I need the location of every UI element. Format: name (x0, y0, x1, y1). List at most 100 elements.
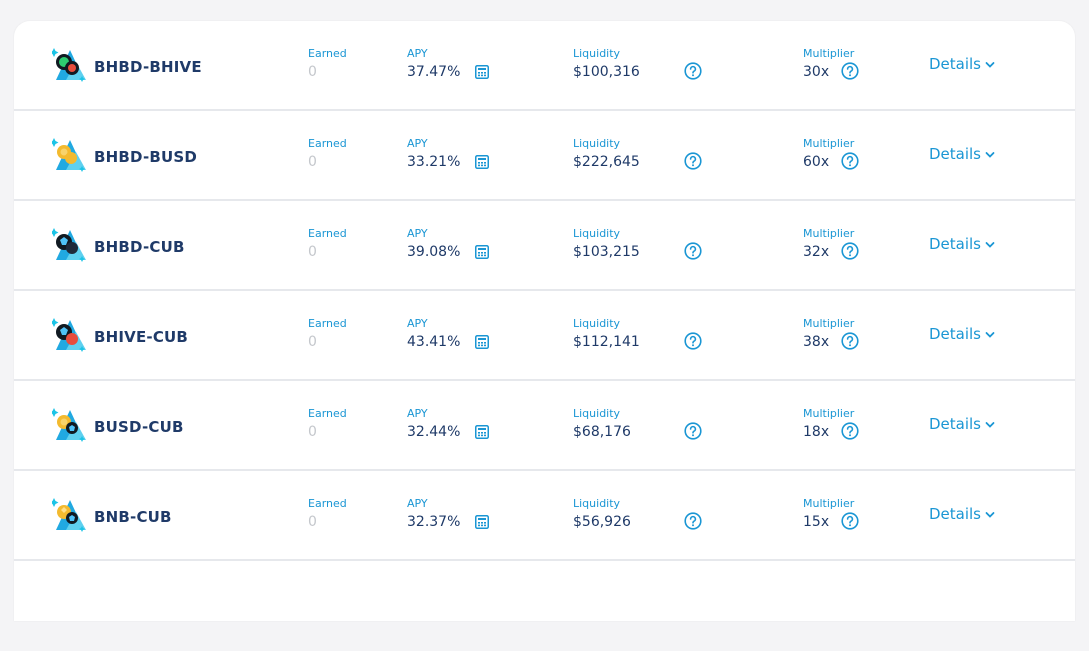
apy-label: APY (407, 407, 428, 420)
pair-name: BHBD-BHIVE (94, 58, 202, 76)
chevron-down-icon (985, 331, 995, 338)
chevron-down-icon (985, 241, 995, 248)
help-circle-icon[interactable] (684, 422, 702, 440)
multiplier-value: 60x (803, 154, 830, 170)
pair-token-icon (52, 48, 86, 82)
help-circle-icon[interactable] (841, 62, 859, 80)
chevron-down-icon (985, 511, 995, 518)
liquidity-label: Liquidity (573, 497, 621, 510)
details-toggle[interactable]: Details (929, 145, 995, 163)
pair-name: BHBD-CUB (94, 238, 185, 256)
farm-row-partial (14, 561, 1075, 651)
calculator-icon[interactable] (475, 335, 489, 349)
chevron-down-icon (985, 421, 995, 428)
liquidity-label: Liquidity (573, 227, 621, 240)
farm-row: BUSD-CUB Earned 0 APY 32.44% Liquidity $… (14, 381, 1075, 471)
farm-row: BHBD-BHIVE Earned 0 APY 37.47% Liquidity… (14, 21, 1075, 111)
apy-label: APY (407, 317, 428, 330)
details-toggle[interactable]: Details (929, 325, 995, 343)
earned-label: Earned (308, 407, 347, 420)
liquidity-label: Liquidity (573, 47, 621, 60)
pair-token-icon (52, 408, 86, 442)
earned-value: 0 (308, 334, 317, 350)
earned-value: 0 (308, 154, 317, 170)
calculator-icon[interactable] (475, 155, 489, 169)
help-circle-icon[interactable] (841, 512, 859, 530)
liquidity-value: $100,316 (573, 64, 640, 80)
details-label: Details (929, 325, 982, 343)
farms-list-card: BHBD-BHIVE Earned 0 APY 37.47% Liquidity… (14, 21, 1075, 621)
multiplier-value: 32x (803, 244, 830, 260)
liquidity-value: $112,141 (573, 334, 640, 350)
calculator-icon[interactable] (475, 425, 489, 439)
details-toggle[interactable]: Details (929, 505, 995, 523)
farm-row: BHIVE-CUB Earned 0 APY 43.41% Liquidity … (14, 291, 1075, 381)
help-circle-icon[interactable] (841, 242, 859, 260)
help-circle-icon[interactable] (684, 332, 702, 350)
earned-label: Earned (308, 497, 347, 510)
details-label: Details (929, 505, 982, 523)
pair-name: BHBD-BUSD (94, 148, 198, 166)
help-circle-icon[interactable] (841, 332, 859, 350)
details-label: Details (929, 415, 982, 433)
chevron-down-icon (985, 61, 995, 68)
multiplier-label: Multiplier (803, 407, 855, 420)
earned-value: 0 (308, 514, 317, 530)
apy-value: 33.21% (407, 154, 461, 170)
calculator-icon[interactable] (475, 65, 489, 79)
help-circle-icon[interactable] (684, 242, 702, 260)
pair-name: BHIVE-CUB (94, 328, 189, 346)
earned-value: 0 (308, 424, 317, 440)
apy-label: APY (407, 137, 428, 150)
liquidity-label: Liquidity (573, 137, 621, 150)
multiplier-value: 30x (803, 64, 830, 80)
apy-value: 39.08% (407, 244, 461, 260)
earned-label: Earned (308, 317, 347, 330)
pair-token-icon (52, 228, 86, 262)
liquidity-label: Liquidity (573, 317, 621, 330)
apy-value: 43.41% (407, 334, 461, 350)
help-circle-icon[interactable] (684, 62, 702, 80)
liquidity-value: $103,215 (573, 244, 640, 260)
help-circle-icon[interactable] (684, 152, 702, 170)
multiplier-value: 38x (803, 334, 830, 350)
multiplier-label: Multiplier (803, 497, 855, 510)
help-circle-icon[interactable] (841, 422, 859, 440)
pair-token-icon (52, 318, 86, 352)
details-toggle[interactable]: Details (929, 235, 995, 253)
apy-label: APY (407, 497, 428, 510)
multiplier-label: Multiplier (803, 317, 855, 330)
apy-label: APY (407, 227, 428, 240)
apy-value: 37.47% (407, 64, 461, 80)
earned-value: 0 (308, 244, 317, 260)
earned-label: Earned (308, 137, 347, 150)
earned-label: Earned (308, 47, 347, 60)
details-label: Details (929, 235, 982, 253)
farm-row: BNB-CUB Earned 0 APY 32.37% Liquidity $5… (14, 471, 1075, 561)
help-circle-icon[interactable] (684, 512, 702, 530)
details-toggle[interactable]: Details (929, 415, 995, 433)
calculator-icon[interactable] (475, 515, 489, 529)
pair-name: BNB-CUB (94, 508, 172, 526)
calculator-icon[interactable] (475, 245, 489, 259)
farm-row: BHBD-CUB Earned 0 APY 39.08% Liquidity $… (14, 201, 1075, 291)
earned-label: Earned (308, 227, 347, 240)
details-label: Details (929, 145, 982, 163)
details-toggle[interactable]: Details (929, 55, 995, 73)
liquidity-value: $68,176 (573, 424, 631, 440)
help-circle-icon[interactable] (841, 152, 859, 170)
multiplier-label: Multiplier (803, 137, 855, 150)
multiplier-value: 18x (803, 424, 830, 440)
pair-token-icon (52, 498, 86, 532)
apy-value: 32.44% (407, 424, 461, 440)
multiplier-label: Multiplier (803, 227, 855, 240)
apy-label: APY (407, 47, 428, 60)
details-label: Details (929, 55, 982, 73)
farm-row: BHBD-BUSD Earned 0 APY 33.21% Liquidity … (14, 111, 1075, 201)
multiplier-label: Multiplier (803, 47, 855, 60)
liquidity-value: $56,926 (573, 514, 631, 530)
liquidity-value: $222,645 (573, 154, 640, 170)
apy-value: 32.37% (407, 514, 461, 530)
chevron-down-icon (985, 151, 995, 158)
pair-token-icon (52, 138, 86, 172)
